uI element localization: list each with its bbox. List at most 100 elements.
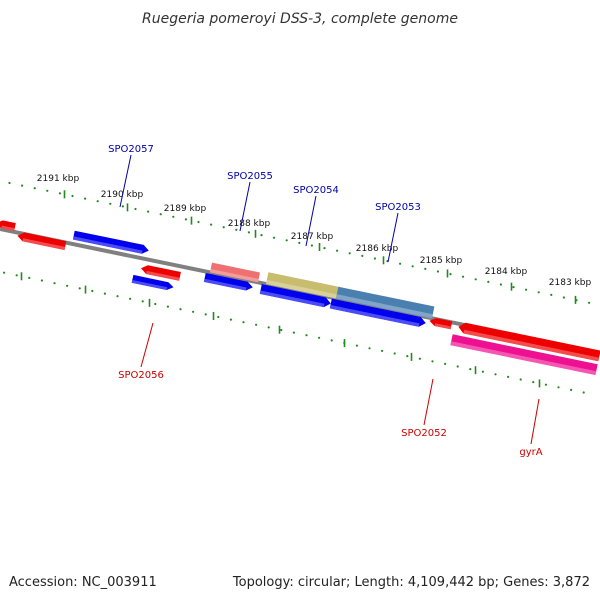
- minor-tick: [456, 365, 459, 368]
- minor-tick: [247, 231, 250, 234]
- minor-tick: [525, 288, 528, 291]
- minor-tick: [570, 388, 573, 391]
- minor-tick: [15, 274, 18, 277]
- gene-leader-line: [239, 181, 251, 232]
- gene-feature[interactable]: [131, 274, 174, 290]
- minor-tick: [399, 262, 402, 265]
- gene-label[interactable]: gyrA: [519, 447, 542, 458]
- minor-tick: [582, 391, 585, 394]
- gene-feature[interactable]: [429, 318, 453, 330]
- minor-tick: [40, 279, 44, 282]
- gene-feature[interactable]: [336, 286, 435, 319]
- minor-tick: [53, 282, 56, 285]
- gene-feature-shade: [22, 238, 66, 250]
- gene-feature-shade: [266, 279, 339, 299]
- gene-feature-shade: [336, 294, 433, 319]
- gene-feature[interactable]: [0, 220, 16, 231]
- gene-feature[interactable]: [266, 272, 341, 299]
- minor-tick: [260, 234, 263, 237]
- gene-leader-line: [387, 212, 399, 263]
- gene-leader-line: [423, 378, 434, 426]
- gene-feature[interactable]: [450, 334, 598, 375]
- gene-label[interactable]: SPO2056: [118, 370, 164, 381]
- minor-tick: [46, 189, 49, 192]
- minor-tick: [550, 293, 553, 296]
- gene-label[interactable]: SPO2057: [108, 144, 154, 155]
- gene-feature-shade: [210, 269, 259, 283]
- gene-label[interactable]: SPO2053: [375, 202, 421, 213]
- gene-feature[interactable]: [17, 232, 67, 251]
- tick-track-upper: [8, 181, 591, 304]
- gene-feature[interactable]: [259, 284, 331, 308]
- minor-tick: [588, 301, 591, 304]
- minor-tick: [184, 218, 187, 221]
- minor-tick: [361, 254, 364, 257]
- minor-tick: [305, 334, 308, 337]
- minor-tick: [544, 383, 548, 386]
- minor-tick: [71, 194, 74, 198]
- gene-leader-line: [530, 398, 540, 445]
- minor-tick: [3, 271, 6, 274]
- minor-tick: [557, 386, 560, 389]
- gene-feature-shade: [72, 236, 143, 254]
- minor-tick: [406, 355, 409, 358]
- minor-tick: [66, 284, 69, 287]
- minor-tick: [33, 187, 36, 190]
- gene-feature[interactable]: [210, 262, 260, 283]
- minor-tick: [418, 357, 421, 360]
- gene-label[interactable]: SPO2052: [401, 428, 447, 439]
- minor-tick: [255, 323, 258, 326]
- map-title: Ruegeria pomeroyi DSS-3, complete genome: [142, 11, 458, 27]
- gene-feature-shade: [329, 305, 420, 327]
- kbp-tick-label: 2189 kbp: [164, 204, 207, 214]
- gene-feature[interactable]: [203, 273, 253, 291]
- minor-tick: [172, 215, 175, 218]
- kbp-tick-label: 2186 kbp: [356, 244, 399, 254]
- minor-tick: [129, 297, 132, 300]
- minor-tick: [154, 302, 157, 306]
- kbp-tick-label: 2187 kbp: [291, 232, 334, 242]
- minor-tick: [310, 244, 313, 247]
- gene-feature-shade: [203, 278, 247, 291]
- minor-tick: [462, 275, 465, 278]
- minor-tick: [28, 276, 31, 279]
- minor-tick: [58, 192, 62, 195]
- gene-feature-body: [72, 230, 149, 254]
- minor-tick: [21, 184, 24, 187]
- minor-tick: [393, 352, 396, 355]
- gene-feature[interactable]: [458, 322, 600, 362]
- gene-label-layer: SPO2057 SPO2055 SPO2054 SPO2053 SPO2056 SPO20…: [108, 144, 543, 458]
- minor-tick: [91, 289, 94, 293]
- genome-summary-text: Topology: circular; Length: 4,109,442 bp…: [232, 575, 590, 590]
- gene-feature[interactable]: [72, 230, 149, 254]
- minor-tick: [318, 336, 321, 339]
- minor-tick: [179, 308, 182, 311]
- gene-feature[interactable]: [141, 265, 181, 281]
- gene-feature-shade: [259, 290, 325, 308]
- minor-tick: [210, 223, 213, 226]
- minor-tick: [116, 295, 119, 298]
- gene-label[interactable]: SPO2055: [227, 171, 273, 182]
- minor-tick: [273, 236, 276, 239]
- minor-tick: [292, 331, 295, 334]
- kbp-tick-label: 2183 kbp: [549, 278, 592, 288]
- minor-tick: [436, 270, 439, 273]
- minor-tick: [229, 318, 232, 321]
- minor-tick: [159, 213, 162, 216]
- gene-feature[interactable]: [329, 298, 426, 327]
- minor-tick: [368, 347, 371, 350]
- minor-tick: [96, 200, 99, 203]
- minor-tick: [222, 226, 225, 229]
- minor-tick: [134, 207, 137, 211]
- gene-label[interactable]: SPO2054: [293, 185, 339, 196]
- minor-tick: [84, 197, 87, 200]
- minor-tick: [474, 278, 477, 281]
- minor-tick: [411, 265, 414, 268]
- minor-tick: [519, 378, 522, 381]
- gene-leader-line: [140, 322, 154, 368]
- feature-layer: [0, 220, 600, 375]
- minor-tick: [444, 362, 447, 365]
- minor-tick: [424, 267, 427, 270]
- kbp-tick-label: 2191 kbp: [37, 174, 80, 184]
- minor-tick: [355, 344, 358, 347]
